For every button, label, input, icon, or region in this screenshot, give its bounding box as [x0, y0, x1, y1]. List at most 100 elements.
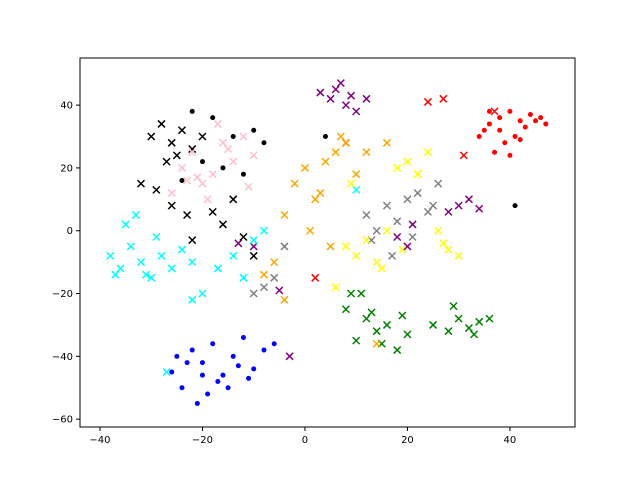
point [280, 210, 289, 220]
point [189, 108, 195, 114]
point [362, 148, 371, 157]
point [188, 236, 197, 245]
point [199, 360, 205, 366]
point [177, 126, 187, 135]
point [218, 220, 227, 229]
point [261, 347, 267, 353]
point [481, 127, 487, 133]
point [398, 311, 407, 320]
point [183, 210, 192, 220]
point [194, 400, 200, 406]
point [475, 204, 484, 213]
point [403, 330, 412, 339]
point [362, 94, 371, 103]
point [434, 226, 443, 235]
point [454, 201, 463, 210]
point [213, 264, 222, 273]
point [167, 189, 176, 198]
point [270, 273, 279, 282]
point [183, 176, 192, 185]
axes-frame [79, 57, 576, 428]
point [220, 372, 226, 378]
point [486, 121, 492, 127]
point [239, 132, 248, 141]
point [352, 336, 361, 345]
point [106, 251, 115, 260]
point [517, 118, 523, 124]
point [259, 226, 268, 235]
point [271, 341, 277, 347]
point [249, 251, 258, 260]
point [213, 119, 222, 128]
point [403, 242, 412, 251]
point [147, 273, 156, 282]
point [316, 88, 325, 97]
point [512, 203, 518, 209]
point [492, 149, 498, 155]
point [507, 152, 513, 158]
point [372, 226, 381, 235]
point [199, 159, 205, 165]
point [249, 236, 258, 245]
point [169, 369, 175, 375]
point [249, 242, 258, 251]
point [326, 94, 335, 103]
point [157, 119, 166, 128]
x-tick-label: 0 [302, 435, 308, 446]
point [372, 339, 381, 348]
point [199, 372, 205, 378]
point [341, 305, 350, 314]
point [246, 375, 252, 381]
point [147, 132, 156, 141]
point [111, 270, 120, 279]
point [142, 270, 151, 279]
point [210, 115, 216, 121]
point [347, 289, 356, 298]
point [152, 232, 161, 242]
point [162, 157, 171, 166]
point [285, 352, 294, 361]
point [157, 251, 166, 260]
point [331, 85, 340, 94]
point [152, 185, 161, 194]
point [229, 251, 238, 260]
point [459, 151, 468, 160]
point [347, 179, 356, 188]
point [235, 363, 241, 369]
point [543, 121, 549, 127]
point [251, 366, 257, 372]
point [464, 324, 473, 333]
point [136, 258, 146, 267]
point [331, 148, 340, 157]
point [184, 360, 190, 366]
point [240, 171, 246, 177]
point [205, 391, 211, 397]
point [311, 195, 320, 204]
point [229, 157, 238, 166]
point [208, 170, 217, 179]
point [486, 108, 492, 114]
point [229, 195, 238, 204]
point [203, 195, 212, 204]
point [533, 118, 539, 124]
point [434, 179, 443, 188]
point [502, 140, 508, 146]
point [167, 264, 176, 273]
point [388, 251, 397, 260]
point [259, 283, 268, 292]
y-tick-label: −20 [52, 289, 73, 300]
point [240, 334, 246, 340]
point [198, 132, 207, 141]
point [454, 251, 463, 260]
point [522, 124, 528, 130]
point [189, 347, 195, 353]
point [512, 134, 518, 140]
x-tick-label: 40 [504, 435, 517, 446]
point [188, 258, 197, 267]
point [331, 283, 340, 292]
point [179, 385, 185, 391]
point [270, 258, 279, 267]
point [131, 210, 140, 220]
point [393, 346, 402, 355]
